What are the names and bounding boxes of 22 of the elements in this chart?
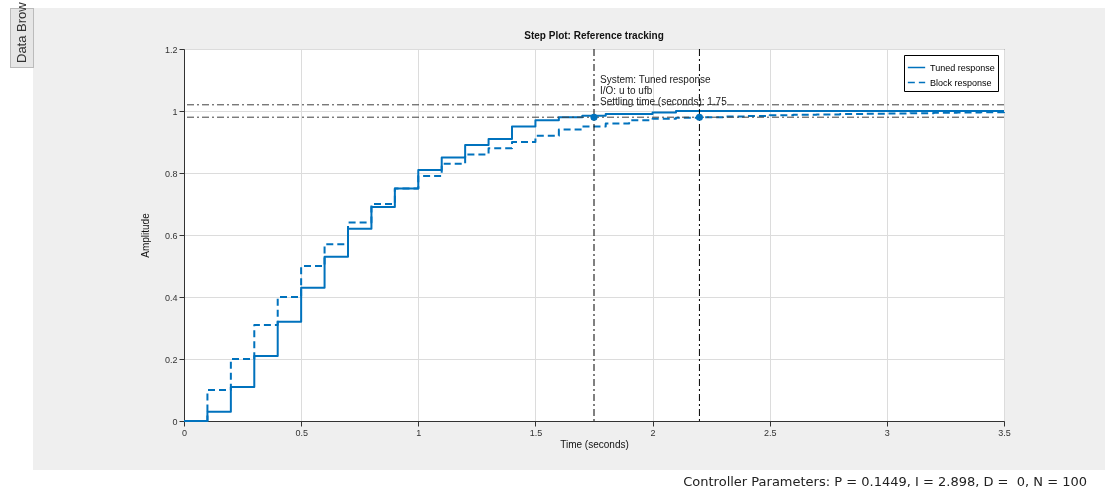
text: Controller Parameters: P = 0.1449, I = 2.898, D = 0, N = 100 <box>683 474 1087 489</box>
y-tick-label: 1.2 <box>164 44 178 55</box>
x-tick-label: 2.5 <box>763 427 777 438</box>
x-tick-label: 2 <box>650 427 656 438</box>
y-tick-label: 0.2 <box>164 354 178 365</box>
y-axis-title: Amplitude <box>139 212 151 258</box>
y-tick-label: 0 <box>172 416 178 427</box>
text: Data Brow <box>14 2 29 63</box>
x-tick-label: 1 <box>416 427 422 438</box>
x-tick-label: 0.5 <box>295 427 308 438</box>
x-axis-title: Time (seconds) <box>560 438 629 450</box>
x-tick-label: 1.5 <box>529 427 543 438</box>
y-tick-label: 1 <box>172 106 178 117</box>
x-tick-label: 3.5 <box>998 427 1011 438</box>
y-tick-label: 0.6 <box>164 230 178 241</box>
y-tick-label: 0.8 <box>164 168 178 179</box>
x-tick-label: 0 <box>181 427 188 438</box>
legend-label: Block response <box>930 77 992 88</box>
legend-label: Tuned response <box>930 62 995 73</box>
y-tick-label: 0.4 <box>164 292 178 303</box>
chart-title: Step Plot: Reference tracking <box>524 30 664 41</box>
x-tick-label: 3 <box>884 427 890 438</box>
